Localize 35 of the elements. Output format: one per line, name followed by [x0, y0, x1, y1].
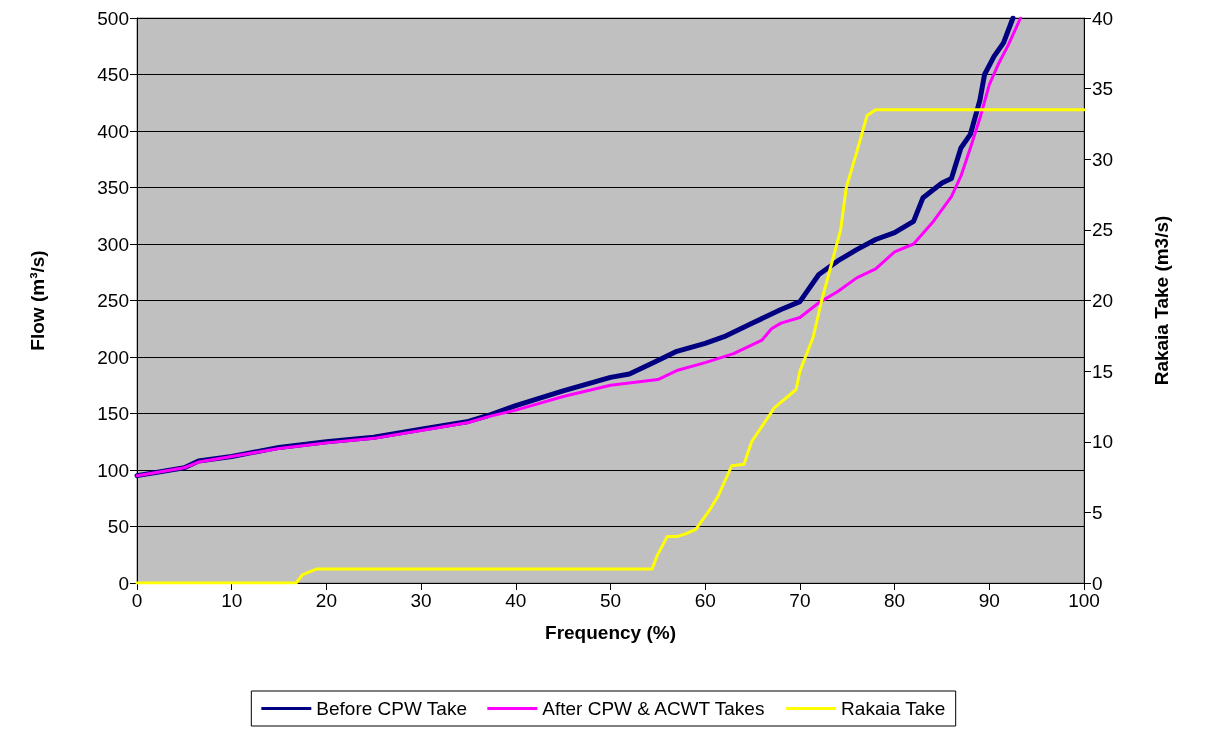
legend-label: Rakaia Take [841, 698, 946, 719]
y2-tick-label: 35 [1092, 78, 1114, 100]
x-tick-label: 70 [789, 590, 811, 611]
legend-label: Before CPW Take [316, 698, 467, 719]
x-tick-label: 40 [505, 590, 527, 611]
y-tick-label: 400 [97, 120, 129, 142]
y2-tick-label: 20 [1092, 290, 1114, 311]
x-tick-label: 50 [599, 590, 622, 611]
y-tick-label: 0 [118, 572, 129, 594]
y-tick-label: 50 [107, 516, 129, 537]
y2-tick-label: 40 [1092, 7, 1114, 29]
y2-tick-label: 30 [1092, 148, 1114, 170]
y2-tick-label: 10 [1092, 431, 1114, 453]
x-tick-label: 60 [694, 590, 716, 611]
y-tick-label: 500 [97, 7, 129, 29]
y2-tick-label: 25 [1092, 219, 1114, 241]
y-axis-title: Flow (m³/s) [27, 250, 48, 351]
legend-label: After CPW & ACWT Takes [542, 698, 765, 719]
y2-axis-title: Rakaia Take (m3/s) [1151, 215, 1172, 386]
x-tick-label: 30 [410, 590, 432, 611]
x-tick-label: 0 [131, 590, 143, 611]
y-tick-label: 100 [97, 459, 129, 481]
x-tick-label: 20 [315, 590, 337, 611]
y-tick-label: 350 [97, 177, 129, 198]
y-tick-label: 250 [97, 290, 129, 311]
x-tick-label: 90 [978, 590, 1000, 611]
x-axis-title: Frequency (%) [545, 622, 676, 643]
y2-tick-label: 5 [1092, 501, 1103, 523]
x-tick-label: 80 [884, 590, 906, 611]
y-tick-label: 300 [97, 233, 129, 255]
y2-tick-label: 15 [1092, 360, 1114, 382]
x-tick-label: 10 [221, 590, 243, 611]
y-tick-label: 200 [97, 346, 129, 368]
y-tick-label: 150 [97, 403, 129, 424]
y-tick-label: 450 [97, 64, 129, 85]
